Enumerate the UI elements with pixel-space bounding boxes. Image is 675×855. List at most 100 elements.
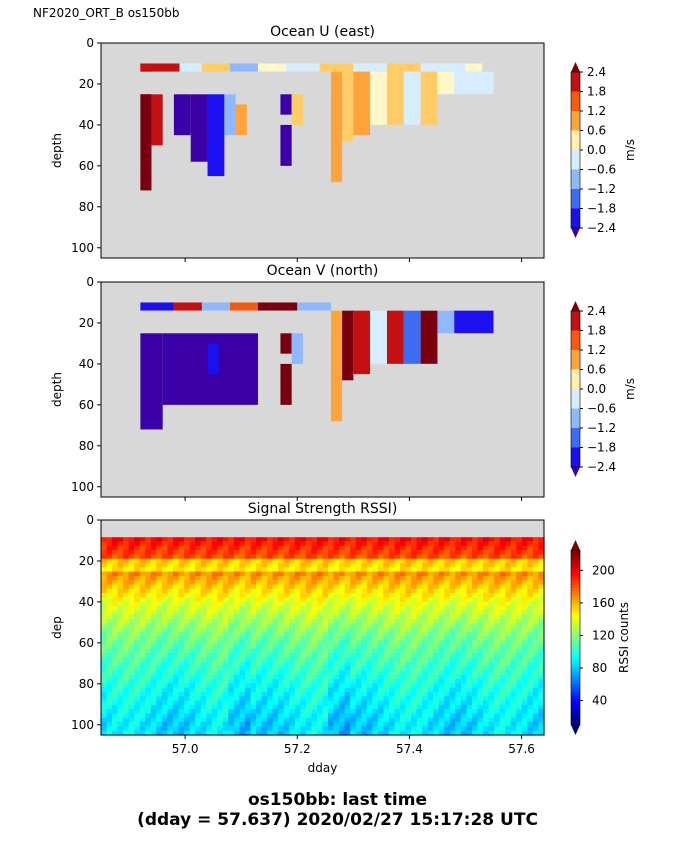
rssi-cell [494, 597, 501, 603]
rssi-cell [532, 558, 540, 564]
velocity-cell [297, 302, 331, 311]
rssi-cell [361, 661, 368, 667]
rssi-cell [283, 692, 290, 697]
rssi-cell [289, 567, 296, 573]
rssi-cell [444, 717, 451, 723]
rssi-cell [455, 606, 462, 611]
rssi-cell [161, 696, 169, 702]
rssi-cell [405, 683, 412, 689]
rssi-cell [178, 550, 185, 555]
rssi-cell [483, 700, 490, 706]
rssi-cell [377, 674, 385, 680]
rssi-cell [178, 704, 185, 710]
rssi-cell [101, 730, 108, 736]
rssi-cell [355, 696, 362, 702]
rssi-cell [172, 558, 180, 564]
rssi-cell [427, 631, 434, 637]
rssi-cell [372, 601, 379, 607]
rssi-cell [521, 597, 528, 603]
colorbar-max-arrow [571, 301, 580, 311]
rssi-cell [488, 687, 495, 693]
rssi-cell [339, 614, 346, 620]
rssi-cell [172, 696, 180, 702]
rssi-cell [383, 554, 390, 560]
rssi-cell [289, 679, 296, 684]
rssi-cell [516, 726, 523, 732]
rssi-cell [383, 588, 390, 594]
rssi-cell [117, 713, 124, 719]
rssi-cell [494, 692, 501, 697]
rssi-cell [189, 636, 196, 641]
rssi-cell [328, 692, 335, 697]
rssi-cell [244, 627, 252, 633]
rssi-cell [516, 649, 523, 654]
rssi-cell [305, 649, 313, 654]
rssi-cell [195, 713, 202, 719]
rssi-cell [355, 545, 362, 551]
rssi-cell [538, 670, 545, 676]
rssi-cell [488, 571, 495, 577]
rssi-cell [460, 640, 468, 646]
rssi-cell [422, 627, 429, 633]
rssi-cell [117, 644, 124, 650]
colorbar-swatch [571, 564, 580, 568]
rssi-cell [328, 713, 335, 719]
colorbar-swatch [571, 687, 580, 691]
rssi-cell [311, 580, 318, 586]
rssi-cell [388, 661, 396, 667]
rssi-cell [422, 575, 429, 581]
rssi-cell [521, 674, 528, 680]
rssi-cell [256, 614, 263, 620]
rssi-cell [444, 683, 451, 689]
rssi-cell [184, 717, 191, 723]
rssi-cell [250, 704, 257, 710]
rssi-cell [300, 670, 307, 676]
velocity-cell [173, 302, 202, 311]
rssi-cell [123, 657, 130, 663]
colorbar-swatch [571, 111, 580, 131]
rssi-cell [156, 717, 163, 723]
rssi-cell [233, 661, 241, 667]
rssi-cell [289, 709, 296, 715]
rssi-cell [267, 649, 274, 654]
colorbar-tick-label: −2.4 [587, 221, 616, 235]
rssi-cell [189, 623, 196, 629]
rssi-cell [411, 541, 418, 547]
rssi-cell [333, 618, 340, 624]
rssi-cell [444, 631, 451, 637]
rssi-cell [416, 606, 423, 611]
rssi-cell [305, 623, 313, 629]
rssi-cell [106, 653, 113, 659]
rssi-cell [438, 666, 445, 672]
rssi-cell [510, 580, 517, 586]
rssi-cell [333, 550, 340, 555]
rssi-cell [316, 674, 324, 680]
rssi-cell [449, 631, 456, 637]
rssi-cell [344, 661, 351, 667]
rssi-cell [394, 614, 401, 620]
rssi-cell [294, 670, 301, 676]
rssi-cell [195, 709, 202, 715]
rssi-cell [322, 631, 329, 637]
rssi-cell [278, 597, 285, 603]
rssi-cell [477, 670, 484, 676]
rssi-cell [294, 649, 301, 654]
rssi-cell [438, 627, 445, 633]
rssi-cell [344, 575, 351, 581]
rssi-cell [532, 722, 540, 727]
rssi-cell [328, 580, 335, 586]
rssi-cell [256, 692, 263, 697]
rssi-cell [516, 597, 523, 603]
rssi-cell [472, 696, 479, 702]
rssi-cell [350, 623, 357, 629]
rssi-cell [239, 661, 246, 667]
rssi-cell [250, 696, 257, 702]
rssi-cell [222, 623, 229, 629]
rssi-cell [333, 700, 340, 706]
rssi-cell [222, 614, 229, 620]
rssi-cell [438, 563, 445, 568]
rssi-cell [123, 541, 130, 547]
rssi-cell [472, 653, 479, 659]
rssi-cell [172, 580, 180, 586]
rssi-cell [444, 545, 451, 551]
